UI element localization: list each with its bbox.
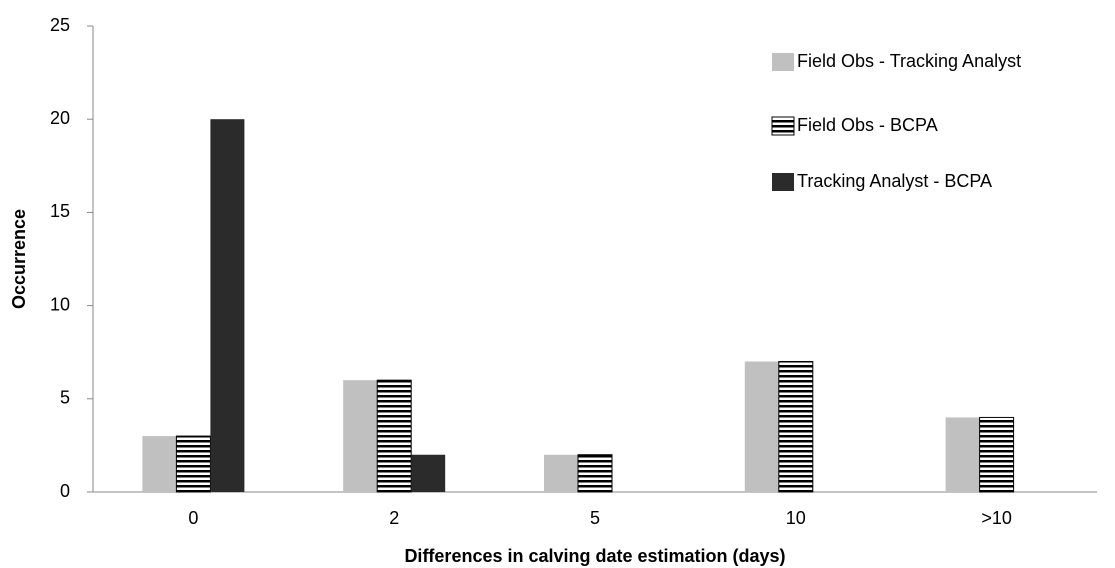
bar — [142, 436, 177, 492]
legend-swatch — [771, 116, 795, 136]
x-tick-label: 2 — [389, 508, 399, 528]
legend-label: Field Obs - BCPA — [797, 115, 938, 135]
legend-swatch — [772, 53, 794, 71]
bar — [411, 454, 446, 492]
x-tick-label: >10 — [981, 508, 1012, 528]
bar — [343, 380, 378, 492]
legend-label: Field Obs - Tracking Analyst — [797, 51, 1021, 71]
bar — [175, 435, 211, 493]
y-tick-label: 15 — [50, 201, 70, 221]
x-axis-title: Differences in calving date estimation (… — [404, 546, 785, 566]
x-tick-label: 10 — [786, 508, 806, 528]
bar — [376, 379, 412, 493]
bar — [544, 454, 578, 492]
y-tick-label: 10 — [50, 294, 70, 314]
y-tick-label: 20 — [50, 108, 70, 128]
bar — [778, 361, 814, 493]
y-tick-label: 0 — [60, 481, 70, 501]
legend-swatch — [772, 173, 794, 191]
y-tick-label: 25 — [50, 15, 70, 35]
y-axis-title: Occurrence — [9, 209, 29, 309]
x-tick-label: 5 — [590, 508, 600, 528]
bar — [744, 361, 779, 492]
x-tick-label: 0 — [188, 508, 198, 528]
bar — [979, 416, 1015, 493]
bar — [210, 119, 245, 492]
bar — [945, 417, 980, 492]
legend-label: Tracking Analyst - BCPA — [797, 171, 992, 191]
y-tick-label: 5 — [60, 388, 70, 408]
bar — [577, 454, 613, 493]
